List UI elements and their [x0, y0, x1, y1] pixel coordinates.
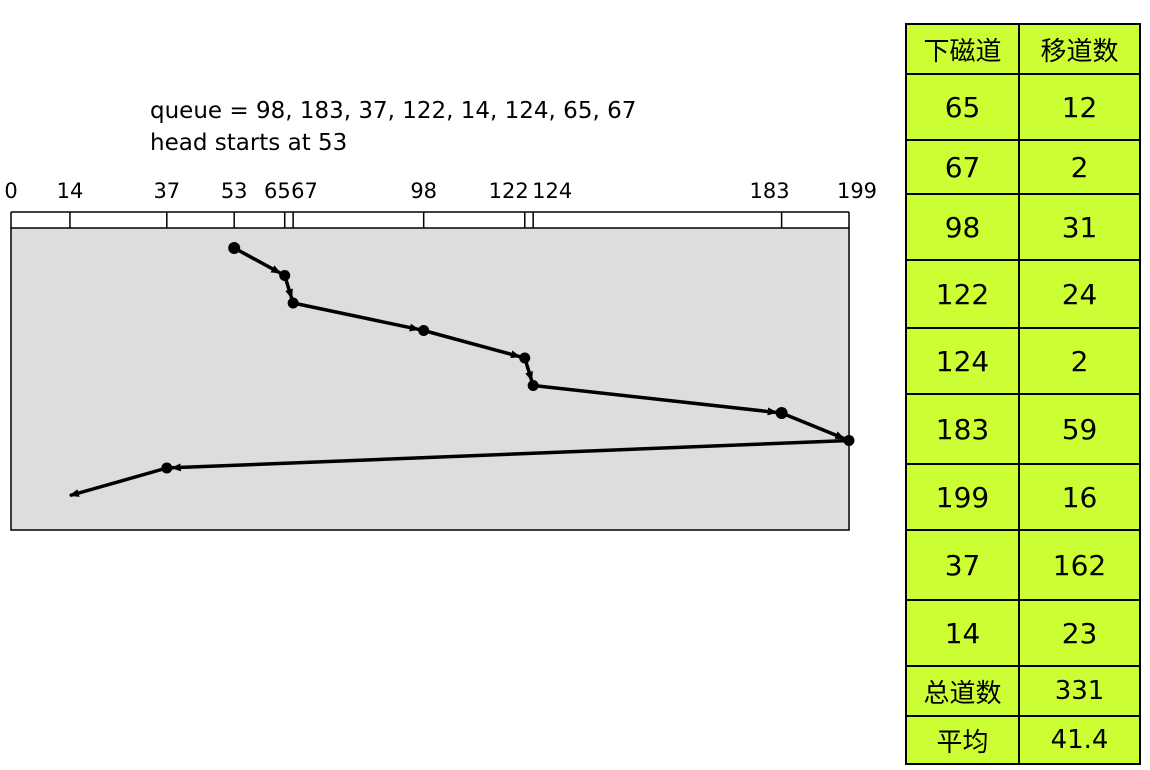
queue-description: queue = 98, 183, 37, 122, 14, 124, 65, 6… — [150, 95, 636, 159]
path-point — [519, 352, 531, 364]
track-cell: 124 — [904, 327, 1021, 395]
header-tracks-moved: 移道数 — [1018, 23, 1141, 75]
moves-cell: 24 — [1018, 259, 1141, 329]
table-row: 122 24 — [904, 259, 1141, 329]
table-row: 14 23 — [904, 599, 1141, 667]
path-point — [843, 435, 855, 446]
table-row: 183 59 — [904, 393, 1141, 465]
path-point — [418, 325, 430, 336]
moves-cell: 2 — [1018, 327, 1141, 395]
header-next-track: 下磁道 — [904, 23, 1021, 75]
moves-cell: 2 — [1018, 139, 1141, 195]
path-segment — [68, 466, 168, 498]
head-movement-path — [68, 242, 855, 498]
track-cell: 98 — [904, 193, 1021, 261]
path-segment — [233, 246, 282, 275]
average-row: 平均 41.4 — [904, 715, 1141, 765]
moves-cell: 23 — [1018, 599, 1141, 667]
table-row: 98 31 — [904, 193, 1141, 261]
total-value: 331 — [1018, 665, 1141, 717]
tick-label: 37 — [153, 179, 180, 203]
path-point — [228, 242, 241, 254]
queue-line: queue = 98, 183, 37, 122, 14, 124, 65, 6… — [150, 98, 637, 124]
tick-label: 53 — [221, 179, 248, 203]
moves-cell: 12 — [1018, 73, 1141, 141]
table-row: 199 16 — [904, 463, 1141, 531]
track-cell: 183 — [904, 393, 1021, 465]
tick-label: 0 — [4, 179, 17, 203]
average-value: 41.4 — [1018, 715, 1141, 765]
average-label: 平均 — [904, 715, 1021, 765]
total-row: 总道数 331 — [904, 665, 1141, 717]
path-segment — [292, 301, 420, 332]
table-row: 124 2 — [904, 327, 1141, 395]
tick-label: 124 — [532, 179, 572, 203]
table-row: 65 12 — [904, 73, 1141, 141]
tick-label: 67 — [291, 179, 318, 203]
tick-label: 183 — [750, 179, 790, 203]
table-row: 37 162 — [904, 529, 1141, 601]
path-point — [279, 270, 291, 281]
track-cell: 14 — [904, 599, 1021, 667]
total-label: 总道数 — [904, 665, 1021, 717]
track-cell: 199 — [904, 463, 1021, 531]
path-point — [775, 407, 788, 419]
table-row: 67 2 — [904, 139, 1141, 195]
path-segment — [532, 383, 778, 416]
axis-ticks: 0 14 37 53 65 67 98 122 124 183 199 — [4, 179, 877, 228]
moves-cell: 59 — [1018, 393, 1141, 465]
tick-label: 65 — [264, 179, 291, 203]
schedule-table: 下磁道 移道数 65 12 67 2 98 31 122 24 124 2 18… — [904, 23, 1141, 765]
path-point — [287, 297, 299, 309]
track-cell: 65 — [904, 73, 1021, 141]
path-point — [161, 462, 173, 474]
moves-cell: 16 — [1018, 463, 1141, 531]
path-segment — [170, 438, 850, 472]
moves-cell: 162 — [1018, 529, 1141, 601]
tick-label: 122 — [489, 179, 529, 203]
path-segment — [423, 328, 521, 359]
track-cell: 67 — [904, 139, 1021, 195]
table-header-row: 下磁道 移道数 — [904, 23, 1141, 75]
path-point — [527, 380, 539, 391]
track-cell: 37 — [904, 529, 1021, 601]
path-segment — [780, 411, 846, 441]
moves-cell: 31 — [1018, 193, 1141, 261]
scan-diagram: 0 14 37 53 65 67 98 122 124 183 199 — [4, 179, 877, 531]
diagram-panel — [10, 227, 850, 531]
head-start-line: head starts at 53 — [150, 130, 348, 156]
tick-label: 199 — [837, 179, 877, 203]
tick-label: 98 — [410, 179, 437, 203]
track-cell: 122 — [904, 259, 1021, 329]
tick-label: 14 — [57, 179, 84, 203]
